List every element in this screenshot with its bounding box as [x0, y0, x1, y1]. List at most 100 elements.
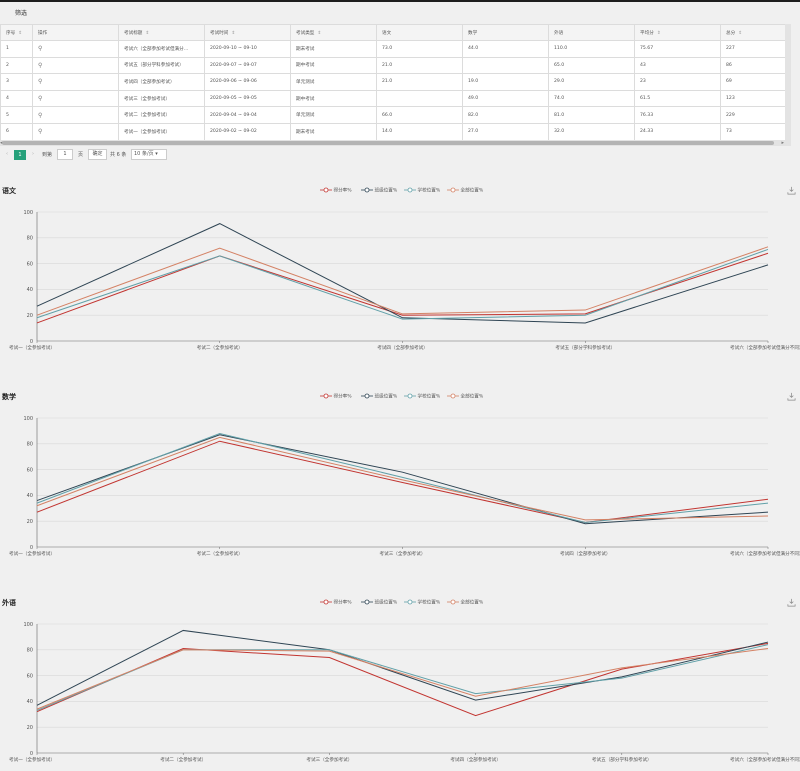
- current-page-button[interactable]: 1: [14, 150, 26, 160]
- cell-type: 期末考试: [290, 122, 377, 141]
- y-tick-label: 40: [27, 699, 33, 705]
- y-tick-label: 80: [27, 236, 33, 242]
- chart-math: 数学 得分率% 班级位置% 学校位置% 全部位置% 0 20 40 60 80 100 考试…: [0, 392, 800, 562]
- legend-item[interactable]: 全部位置%: [447, 393, 483, 400]
- filter-toolbar: 筛选: [0, 2, 800, 24]
- table-row[interactable]: 5 ⚲ 考试二（全参加考试） 2020-09-04 ~ 09-04 单元测试 6…: [0, 106, 785, 124]
- cell-average: 24.33: [634, 122, 721, 141]
- scroll-left-arrow-icon[interactable]: ◂: [0, 140, 3, 146]
- view-detail-icon[interactable]: ⚲: [38, 78, 43, 86]
- column-header-average[interactable]: 平均分 ⇕: [634, 24, 721, 41]
- legend-item[interactable]: 得分率%: [320, 393, 352, 400]
- cell-time: 2020-09-07 ~ 09-07: [204, 56, 291, 75]
- legend-item[interactable]: 班级位置%: [361, 599, 397, 606]
- cell-average: 43: [634, 56, 721, 75]
- series-line: [36, 629, 769, 706]
- series-line: [36, 223, 769, 324]
- legend-item[interactable]: 学校位置%: [404, 393, 440, 400]
- y-tick-label: 20: [27, 519, 33, 525]
- legend-item[interactable]: 全部位置%: [447, 187, 483, 194]
- view-detail-icon[interactable]: ⚲: [38, 128, 43, 136]
- sort-icon[interactable]: ⇕: [738, 30, 742, 36]
- cell-total: 73: [720, 122, 785, 141]
- next-page-button[interactable]: ›: [32, 151, 34, 157]
- cell-actions: ⚲: [32, 106, 119, 124]
- cell-average: 61.5: [634, 89, 721, 108]
- legend-item[interactable]: 班级位置%: [361, 187, 397, 194]
- horizontal-scroll-thumb[interactable]: [2, 141, 774, 145]
- cell-chinese: [376, 89, 463, 108]
- legend-item[interactable]: 班级位置%: [361, 393, 397, 400]
- x-tick-label: 考试一（全参加考试）: [9, 550, 55, 557]
- sort-icon[interactable]: ⇕: [145, 30, 150, 36]
- series-line: [36, 248, 769, 320]
- column-header-type[interactable]: 考试类型 ⇕: [290, 24, 377, 41]
- prev-page-button[interactable]: ‹: [6, 151, 8, 157]
- y-tick-label: 60: [27, 261, 33, 267]
- sort-icon[interactable]: ⇕: [18, 30, 22, 36]
- sort-icon[interactable]: ⇕: [317, 30, 322, 36]
- cell-total: 123: [720, 89, 785, 108]
- cell-english: 81.0: [548, 106, 635, 124]
- column-header-time[interactable]: 考试时间 ⇕: [204, 24, 291, 41]
- filter-button[interactable]: 筛选: [15, 10, 28, 17]
- cell-title: 考试二（全参加考试）: [118, 106, 205, 124]
- column-header-english: 外语: [548, 24, 635, 41]
- cell-title: 考试五（部分学科参加考试）: [118, 56, 205, 75]
- cell-english: 74.0: [548, 89, 635, 108]
- legend-item[interactable]: 得分率%: [320, 599, 352, 606]
- chart-title: 外语: [2, 599, 16, 607]
- cell-time: 2020-09-10 ~ 09-10: [204, 40, 291, 58]
- column-header-no[interactable]: 序号 ⇕: [0, 24, 33, 41]
- view-detail-icon[interactable]: ⚲: [38, 95, 43, 103]
- line-chart-plot: 0 20 40 60 80 100 考试一（全参加考试） 考试二（全参加考试） 考试三（全参加考…: [9, 622, 800, 763]
- cell-actions: ⚲: [32, 56, 119, 75]
- cell-math: 82.0: [462, 106, 549, 124]
- cell-title: 考试三（全参加考试）: [118, 89, 205, 108]
- x-tick-label: 考试三（全参加考试）: [380, 550, 426, 557]
- cell-type: 期末考试: [290, 40, 377, 58]
- download-icon[interactable]: [787, 186, 796, 195]
- cell-actions: ⚲: [32, 122, 119, 141]
- cell-math: 27.0: [462, 122, 549, 141]
- y-tick-label: 80: [27, 648, 33, 654]
- table-row[interactable]: 3 ⚲ 考试四（全部参加考试） 2020-09-06 ~ 09-06 单元测试 …: [0, 73, 785, 91]
- cell-total: 227: [720, 40, 785, 58]
- legend-item[interactable]: 学校位置%: [404, 599, 440, 606]
- legend-item[interactable]: 全部位置%: [447, 599, 483, 606]
- page-unit-label: 页: [78, 152, 84, 158]
- y-tick-label: 100: [23, 210, 33, 216]
- view-detail-icon[interactable]: ⚲: [38, 61, 43, 69]
- page-size-select[interactable]: 10 条/页 ▾: [131, 149, 167, 160]
- cell-chinese: 66.0: [376, 106, 463, 124]
- column-header-title[interactable]: 考试标题 ⇕: [118, 24, 205, 41]
- view-detail-icon[interactable]: ⚲: [38, 45, 43, 53]
- top-dark-bar: [0, 0, 800, 2]
- vertical-scrollbar[interactable]: [785, 24, 791, 146]
- sort-icon[interactable]: ⇕: [656, 30, 661, 36]
- cell-no: 2: [0, 56, 33, 75]
- goto-confirm-button[interactable]: 确定: [88, 149, 107, 160]
- series-line: [36, 440, 769, 523]
- total-count: 共 6 条: [110, 152, 127, 158]
- cell-english: 65.0: [548, 56, 635, 75]
- legend-item[interactable]: 学校位置%: [404, 187, 440, 194]
- view-detail-icon[interactable]: ⚲: [38, 111, 43, 119]
- download-icon[interactable]: [787, 392, 796, 401]
- x-tick-label: 考试三（全参加考试）: [306, 756, 352, 763]
- y-tick-label: 100: [23, 622, 33, 628]
- column-header-total[interactable]: 总分 ⇕: [720, 24, 785, 41]
- download-icon[interactable]: [787, 598, 796, 607]
- horizontal-scrollbar[interactable]: ◂ ▸: [0, 140, 785, 146]
- table-row[interactable]: 6 ⚲ 考试一（全参加考试） 2020-09-02 ~ 09-02 期末考试 1…: [0, 122, 785, 141]
- y-tick-label: 60: [27, 467, 33, 473]
- legend-item[interactable]: 得分率%: [320, 187, 352, 194]
- sort-icon[interactable]: ⇕: [231, 30, 236, 36]
- goto-page-input[interactable]: 1: [57, 149, 73, 160]
- y-tick-label: 0: [30, 339, 33, 345]
- scroll-right-arrow-icon[interactable]: ▸: [781, 140, 784, 146]
- cell-math: 19.0: [462, 73, 549, 91]
- table-row[interactable]: 2 ⚲ 考试五（部分学科参加考试） 2020-09-07 ~ 09-07 期中考…: [0, 56, 785, 75]
- table-row[interactable]: 1 ⚲ 考试六（全部参加考试但满分… 2020-09-10 ~ 09-10 期末…: [0, 40, 785, 58]
- table-row[interactable]: 4 ⚲ 考试三（全参加考试） 2020-09-05 ~ 09-05 期中考试 4…: [0, 89, 785, 108]
